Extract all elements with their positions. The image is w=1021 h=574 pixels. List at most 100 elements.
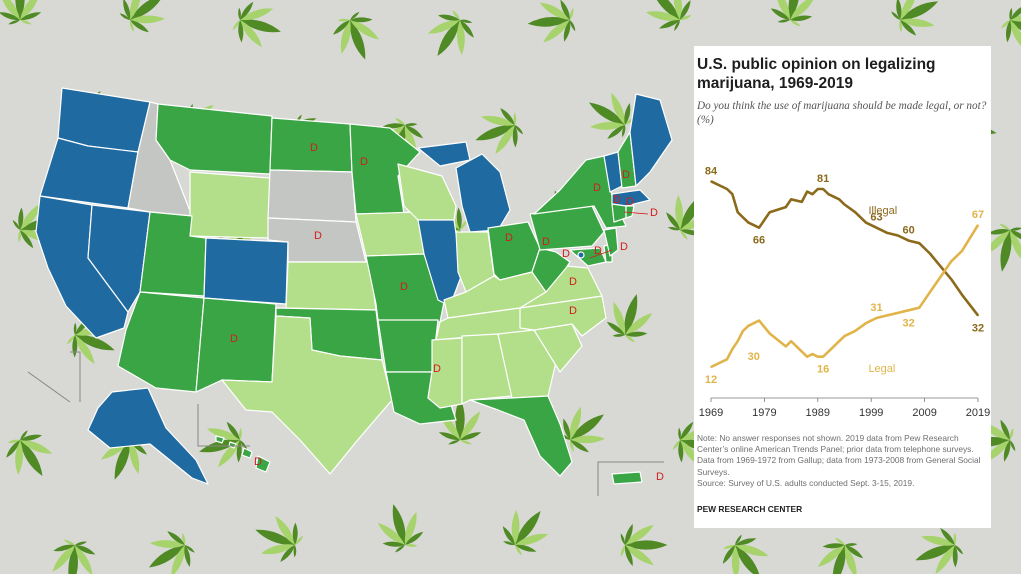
data-label: 60 (902, 225, 914, 237)
alaska-inset-frame (27, 351, 81, 403)
state-montana[interactable] (155, 103, 273, 175)
data-point-illegal (950, 278, 953, 281)
data-point-legal (784, 345, 787, 348)
data-point-legal (806, 355, 808, 358)
series-line-illegal (710, 180, 980, 317)
state-hawaii[interactable] (215, 435, 271, 473)
state-michigan[interactable] (417, 141, 511, 233)
data-point-legal (939, 275, 942, 278)
state-new-mexico[interactable] (195, 297, 277, 393)
d-marker: D (650, 207, 658, 219)
data-point-legal (817, 355, 819, 358)
data-point-illegal (907, 239, 910, 242)
d-marker-pointer-lines (589, 211, 649, 259)
d-marker: D (230, 333, 238, 345)
state-virginia[interactable] (519, 265, 603, 309)
state-puerto-rico[interactable] (611, 471, 643, 485)
state-florida[interactable] (469, 395, 573, 477)
state-wisconsin[interactable] (397, 163, 457, 221)
state-connecticut[interactable] (611, 203, 627, 223)
state-alaska[interactable] (87, 387, 209, 485)
data-label: 84 (705, 165, 718, 177)
data-point-illegal (897, 234, 899, 237)
chart-source: PEW RESEARCH CENTER (697, 504, 803, 514)
state-alabama[interactable] (461, 333, 513, 405)
d-marker: D (569, 276, 577, 288)
data-point-illegal (768, 211, 771, 214)
data-label: 31 (870, 302, 882, 314)
state-kansas[interactable] (285, 261, 377, 311)
data-point-illegal (822, 188, 824, 190)
data-point-illegal (784, 206, 787, 208)
x-tick-label: 1969 (699, 407, 723, 419)
data-point-legal (726, 358, 728, 361)
opinion-line-chart: 1969 1979 1989 1999 2009 2019 84 66 81 63 60 32 Ille… (699, 165, 990, 419)
d-marker: D (626, 196, 634, 208)
data-point-illegal (977, 314, 979, 317)
state-dc[interactable] (577, 251, 585, 259)
state-wyoming[interactable] (189, 171, 271, 239)
data-point-legal (710, 366, 712, 368)
data-point-legal (768, 332, 771, 335)
data-point-legal (950, 260, 953, 263)
data-point-illegal (742, 216, 744, 219)
data-point-legal (747, 324, 750, 327)
data-point-illegal (939, 265, 942, 268)
data-point-illegal (710, 180, 712, 183)
d-marker: D (310, 142, 318, 154)
state-new-jersey[interactable] (603, 227, 619, 257)
data-point-illegal (806, 190, 808, 193)
state-colorado[interactable] (203, 237, 289, 305)
state-iowa[interactable] (355, 211, 425, 257)
data-label: 32 (972, 322, 984, 334)
data-point-illegal (747, 221, 750, 224)
x-tick-label: 1979 (752, 407, 776, 419)
data-point-illegal (817, 188, 819, 190)
state-georgia[interactable] (497, 329, 557, 399)
data-point-legal (822, 355, 824, 358)
data-label: 66 (753, 235, 765, 247)
hawaii-inset-frame (197, 404, 250, 447)
data-point-legal (918, 306, 921, 309)
data-point-illegal (827, 193, 830, 195)
data-label: 16 (817, 364, 829, 376)
data-point-illegal (865, 221, 867, 224)
data-point-legal (897, 312, 899, 314)
d-marker: D (594, 245, 602, 257)
data-point-legal (865, 322, 867, 324)
data-label: 30 (748, 351, 760, 363)
data-point-legal (800, 350, 803, 353)
d-marker: D (505, 232, 513, 244)
d-marker: D (613, 194, 621, 206)
data-point-illegal (838, 198, 840, 201)
d-marker: D (562, 248, 570, 260)
d-marker: D (400, 281, 408, 293)
state-rhode-island[interactable] (625, 205, 635, 219)
data-point-legal (886, 314, 889, 317)
data-label: 67 (972, 209, 984, 221)
d-marker: D (542, 236, 550, 248)
state-south-dakota[interactable] (267, 169, 357, 223)
state-massachusetts[interactable] (611, 189, 651, 207)
x-tick-label: 2009 (912, 407, 936, 419)
x-tick-label: 2019 (966, 407, 990, 419)
data-label: 63 (870, 212, 882, 224)
state-minnesota[interactable] (349, 123, 421, 215)
data-point-legal (838, 340, 840, 343)
data-label: 32 (902, 317, 914, 329)
state-arkansas[interactable] (377, 319, 439, 373)
state-texas[interactable] (221, 315, 393, 475)
data-point-legal (961, 250, 963, 252)
chart-subtitle: Do you think the use of marijuana should… (697, 100, 987, 126)
state-north-carolina[interactable] (519, 295, 607, 337)
d-marker: D (360, 156, 368, 168)
series-line-legal (710, 224, 980, 369)
state-maine[interactable] (629, 93, 673, 187)
data-point-legal (854, 330, 856, 332)
d-marker: D (569, 305, 577, 317)
data-point-illegal (929, 252, 931, 255)
puerto-rico-inset-frame (597, 461, 664, 496)
data-point-legal (758, 319, 760, 322)
